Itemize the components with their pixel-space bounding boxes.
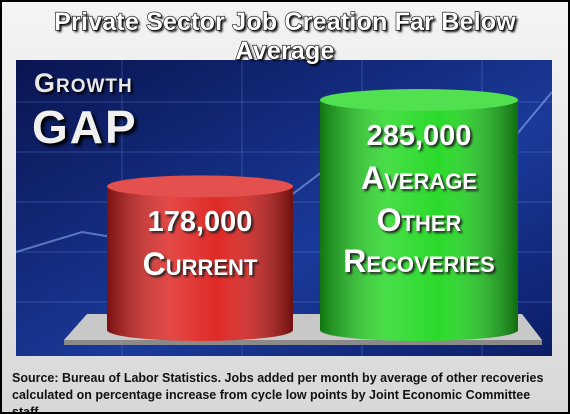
source-note: Source: Bureau of Labor Statistics. Jobs…	[12, 371, 544, 414]
badge-title: GAP	[32, 101, 138, 153]
badge-label: Growth	[34, 68, 133, 98]
bar-top	[107, 175, 293, 198]
category-label: Current	[142, 246, 258, 283]
bars	[107, 89, 518, 341]
value-label: 285,000	[366, 120, 472, 152]
floor-edge	[64, 340, 542, 345]
bar-top	[320, 89, 518, 112]
bar-shade	[320, 100, 518, 330]
category-label: Average Other Recoveries	[343, 160, 495, 280]
bar-top-highlight	[107, 175, 293, 198]
bar-top-highlight	[320, 89, 518, 112]
value-label: 178,000	[147, 206, 253, 239]
chart-title: Private Sector Job Creation Far Below Av…	[54, 7, 517, 65]
bar-shade	[107, 186, 293, 330]
